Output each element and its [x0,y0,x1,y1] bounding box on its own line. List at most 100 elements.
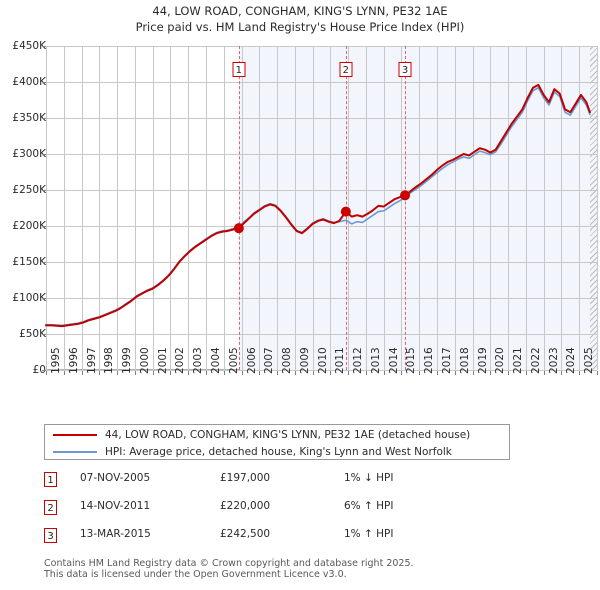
x-axis-tick [312,371,314,375]
y-axis-tick [42,118,46,119]
gridline-vertical [419,46,421,370]
footer-attribution: Contains HM Land Registry data © Crown c… [44,558,584,580]
y-axis-label: £200K [12,220,46,232]
x-axis-label: 2005 [227,347,240,374]
gridline-vertical [205,46,207,370]
gridline-vertical [259,46,261,370]
transaction-hpi-delta: 6% ↑ HPI [344,500,394,512]
x-axis-tick [259,371,261,375]
gridline-vertical [597,46,598,370]
gridline-horizontal [46,226,597,227]
gridline-vertical [561,46,563,370]
x-axis-tick [134,371,136,375]
y-axis-label: £350K [12,112,46,124]
gridline-vertical [170,46,172,370]
x-axis-label: 2015 [405,347,418,374]
x-axis-tick [597,371,598,375]
y-axis-tick [42,298,46,299]
y-axis-label: £250K [12,184,46,196]
y-axis-tick [42,226,46,227]
event-line-1 [238,46,240,370]
x-axis-tick [330,371,332,375]
gridline-horizontal [46,298,597,299]
transaction-hpi-delta: 1% ↓ HPI [344,472,394,484]
transaction-date: 13-MAR-2015 [80,528,151,540]
transaction-price: £242,500 [220,528,271,540]
event-badge-2[interactable]: 2 [339,62,353,77]
x-axis-tick [472,371,474,375]
price-chart [45,46,598,371]
transaction-badge[interactable]: 2 [44,500,57,515]
y-axis-tick [42,154,46,155]
gridline-vertical [508,46,510,370]
x-axis-label: 2009 [298,347,311,374]
x-axis-tick [383,371,385,375]
x-axis-label: 2025 [583,347,596,374]
hatched-projection-region [589,46,597,370]
legend-label: HPI: Average price, detached house, King… [105,446,452,458]
x-axis-tick [170,371,172,375]
chart-series [45,83,591,328]
gridline-vertical [241,46,243,370]
event-badge-3[interactable]: 3 [398,62,412,77]
y-axis-tick [42,82,46,83]
x-axis-label: 2014 [387,347,400,374]
x-axis-tick [365,371,367,375]
y-axis-tick [42,46,46,47]
gridline-vertical [312,46,314,370]
transaction-price: £220,000 [220,500,271,512]
x-axis-label: 2006 [245,347,258,374]
footer-line-1: Contains HM Land Registry data © Crown c… [44,558,414,569]
gridline-horizontal [46,190,597,191]
gridline-vertical [525,46,527,370]
x-axis-label: 2022 [529,347,542,374]
event-badge-1[interactable]: 1 [232,62,246,77]
x-axis-tick [579,371,581,375]
x-axis-tick [401,371,403,375]
legend-item: HPI: Average price, detached house, King… [45,443,452,461]
transaction-price: £197,000 [220,472,271,484]
chart-legend: 44, LOW ROAD, CONGHAM, KING'S LYNN, PE32… [44,424,510,460]
gridline-vertical [134,46,136,370]
gridline-vertical [63,46,65,370]
footer-line-2: This data is licensed under the Open Gov… [44,569,347,580]
transaction-badge[interactable]: 1 [44,472,57,487]
gridline-vertical [365,46,367,370]
legend-swatch-hpi [53,451,97,453]
x-axis-tick [561,371,563,375]
x-axis-tick [490,371,492,375]
table-row: 3 13-MAR-2015 £242,500 1% ↑ HPI [44,526,514,554]
legend-item: 44, LOW ROAD, CONGHAM, KING'S LYNN, PE32… [45,426,470,444]
shaded-region [238,46,597,370]
gridline-vertical [543,46,545,370]
x-axis-label: 2010 [316,347,329,374]
gridline-vertical [152,46,154,370]
title-line-1: 44, LOW ROAD, CONGHAM, KING'S LYNN, PE32… [152,4,448,18]
x-axis-tick [99,371,101,375]
sale-marker-dot-3 [400,190,411,201]
x-axis-tick [223,371,225,375]
x-axis-tick [525,371,527,375]
gridline-horizontal [46,118,597,119]
x-axis-label: 2008 [281,347,294,374]
x-axis-tick [454,371,456,375]
y-axis-label: £100K [12,292,46,304]
transaction-date: 07-NOV-2005 [80,472,151,484]
sale-marker-dot-2 [340,206,351,217]
y-axis-tick [42,334,46,335]
y-axis-label: £150K [12,256,46,268]
x-axis-label: 2021 [512,347,525,374]
legend-label: 44, LOW ROAD, CONGHAM, KING'S LYNN, PE32… [105,429,471,441]
x-axis-label: 1997 [85,347,98,374]
x-axis-label: 2016 [423,347,436,374]
x-axis-tick [543,371,545,375]
x-axis-tick [241,371,243,375]
x-axis-tick [152,371,154,375]
x-axis-tick [294,371,296,375]
y-axis-label: £450K [12,40,46,52]
legend-swatch-property [53,434,97,436]
gridline-vertical [383,46,385,370]
x-axis-label: 2000 [138,347,151,374]
gridline-horizontal [46,46,597,47]
transaction-badge[interactable]: 3 [44,528,57,543]
